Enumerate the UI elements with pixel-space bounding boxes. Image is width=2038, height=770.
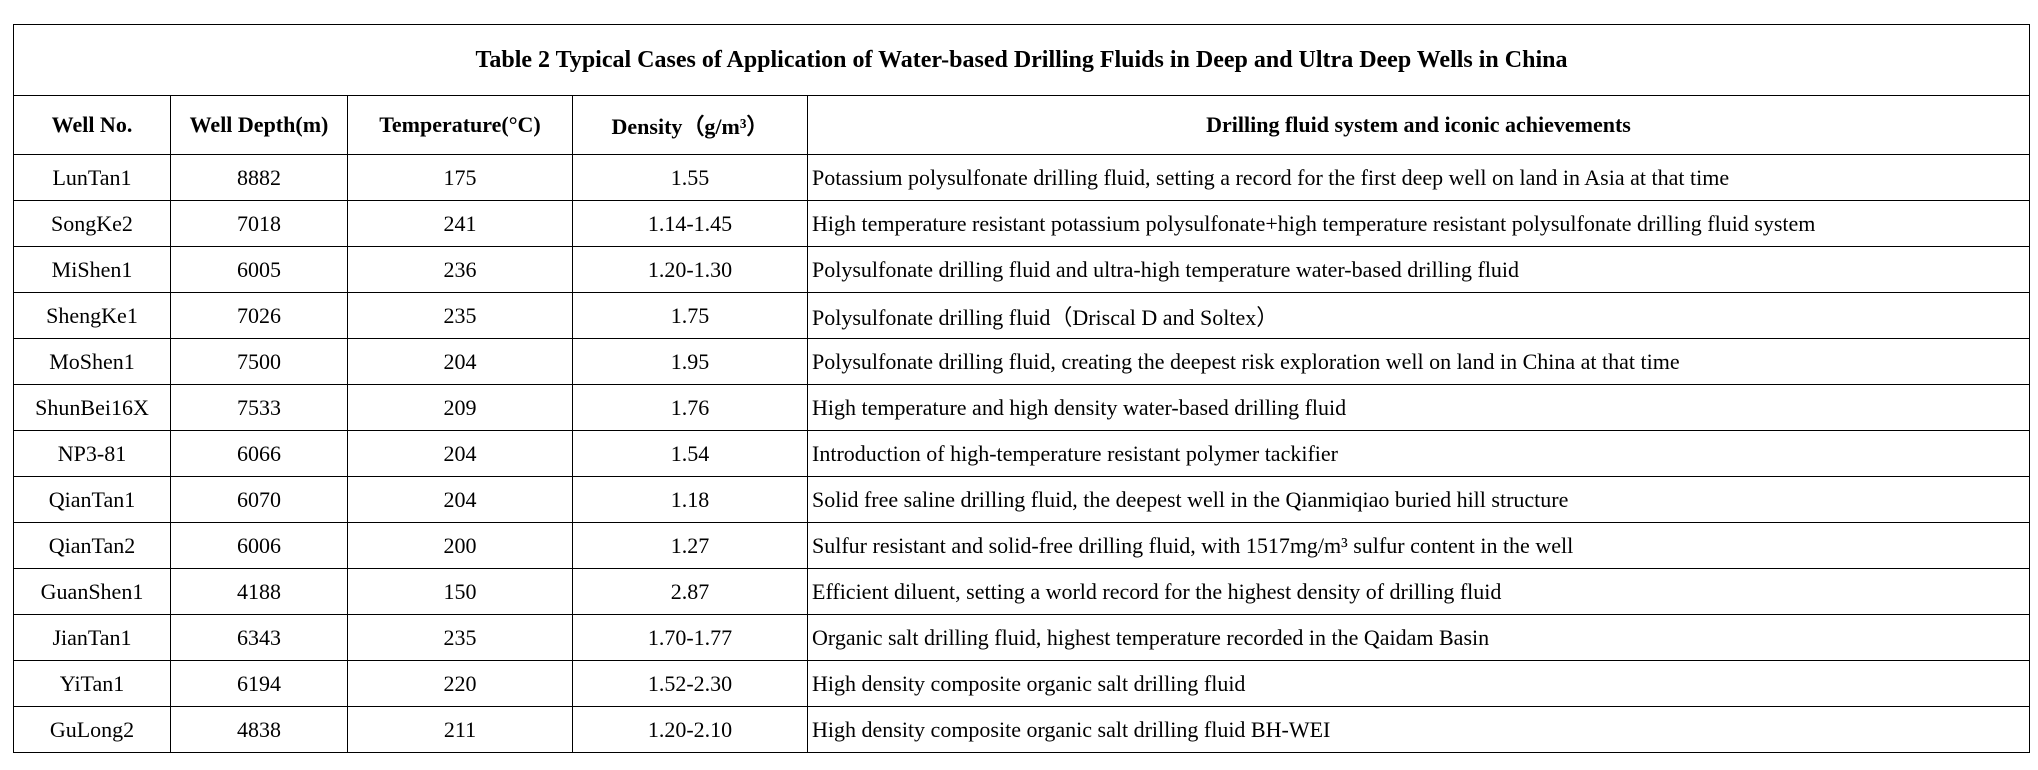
header-achievements: Drilling fluid system and iconic achieve… xyxy=(806,95,2031,155)
table-row: JianTan1 6343 235 1.70-1.77 Organic salt dri… xyxy=(13,614,2031,661)
cell-well-depth: 7018 xyxy=(170,200,348,247)
cell-temperature: 175 xyxy=(347,154,573,201)
cell-density: 1.20-2.10 xyxy=(572,706,808,753)
cell-density: 2.87 xyxy=(572,568,808,615)
cell-well-no: MoShen1 xyxy=(13,338,171,385)
cell-achievements: Introduction of high-temperature resista… xyxy=(806,430,2031,477)
header-well-depth: Well Depth(m) xyxy=(170,95,348,155)
cell-temperature: 235 xyxy=(347,292,573,339)
cell-well-depth: 6005 xyxy=(170,246,348,293)
cell-density: 1.75 xyxy=(572,292,808,339)
cell-well-depth: 7500 xyxy=(170,338,348,385)
header-well-no: Well No. xyxy=(13,95,171,155)
cell-achievements: Sulfur resistant and solid-free drilling… xyxy=(806,522,2031,569)
cell-density: 1.18 xyxy=(572,476,808,523)
cell-temperature: 209 xyxy=(347,384,573,431)
table-body: LunTan1 8882 175 1.55 Potassium polysulfonat… xyxy=(13,154,2031,753)
cell-well-no: QianTan2 xyxy=(13,522,171,569)
cell-well-no: YiTan1 xyxy=(13,660,171,707)
table-row: SongKe2 7018 241 1.14-1.45 High temperature … xyxy=(13,200,2031,247)
cell-density: 1.52-2.30 xyxy=(572,660,808,707)
data-table: Table 2 Typical Cases of Application of … xyxy=(12,24,2031,753)
cell-density: 1.20-1.30 xyxy=(572,246,808,293)
header-row: Well No. Well Depth(m) Temperature(°C) D… xyxy=(13,95,2031,155)
cell-well-depth: 4838 xyxy=(170,706,348,753)
cell-achievements: High density composite organic salt dril… xyxy=(806,706,2031,753)
header-density: Density（g/m³） xyxy=(572,95,808,155)
table-title: Table 2 Typical Cases of Application of … xyxy=(12,24,2031,96)
cell-achievements: High temperature resistant potassium pol… xyxy=(806,200,2031,247)
cell-achievements: High density composite organic salt dril… xyxy=(806,660,2031,707)
header-temperature: Temperature(°C) xyxy=(347,95,573,155)
cell-density: 1.55 xyxy=(572,154,808,201)
table-container: Table 2 Typical Cases of Application of … xyxy=(12,24,2031,753)
table-row: ShengKe1 7026 235 1.75 Polysulfonate drillin… xyxy=(13,292,2031,339)
cell-well-no: NP3-81 xyxy=(13,430,171,477)
cell-density: 1.95 xyxy=(572,338,808,385)
cell-temperature: 235 xyxy=(347,614,573,661)
cell-well-no: ShunBei16X xyxy=(13,384,171,431)
table-row: ShunBei16X 7533 209 1.76 High temperature an… xyxy=(13,384,2031,431)
cell-well-depth: 6343 xyxy=(170,614,348,661)
cell-density: 1.70-1.77 xyxy=(572,614,808,661)
cell-well-depth: 8882 xyxy=(170,154,348,201)
cell-well-depth: 6006 xyxy=(170,522,348,569)
cell-well-depth: 6066 xyxy=(170,430,348,477)
cell-achievements: Organic salt drilling fluid, highest tem… xyxy=(806,614,2031,661)
cell-well-depth: 6070 xyxy=(170,476,348,523)
table-row: MiShen1 6005 236 1.20-1.30 Polysulfonate dri… xyxy=(13,246,2031,293)
cell-achievements: Polysulfonate drilling fluid and ultra-h… xyxy=(806,246,2031,293)
cell-density: 1.27 xyxy=(572,522,808,569)
cell-temperature: 236 xyxy=(347,246,573,293)
cell-well-no: GuanShen1 xyxy=(13,568,171,615)
cell-well-no: GuLong2 xyxy=(13,706,171,753)
table-row: QianTan1 6070 204 1.18 Solid free saline dri… xyxy=(13,476,2031,523)
cell-density: 1.76 xyxy=(572,384,808,431)
table-row: YiTan1 6194 220 1.52-2.30 High density compo… xyxy=(13,660,2031,707)
cell-well-no: JianTan1 xyxy=(13,614,171,661)
cell-density: 1.54 xyxy=(572,430,808,477)
cell-temperature: 150 xyxy=(347,568,573,615)
cell-well-depth: 4188 xyxy=(170,568,348,615)
cell-well-depth: 6194 xyxy=(170,660,348,707)
cell-temperature: 204 xyxy=(347,430,573,477)
cell-achievements: Solid free saline drilling fluid, the de… xyxy=(806,476,2031,523)
table-row: NP3-81 6066 204 1.54 Introduction of high-te… xyxy=(13,430,2031,477)
cell-achievements: Polysulfonate drilling fluid（Driscal D a… xyxy=(806,292,2031,339)
cell-well-no: ShengKe1 xyxy=(13,292,171,339)
cell-temperature: 204 xyxy=(347,476,573,523)
table-row: QianTan2 6006 200 1.27 Sulfur resistant and … xyxy=(13,522,2031,569)
cell-temperature: 220 xyxy=(347,660,573,707)
cell-well-no: SongKe2 xyxy=(13,200,171,247)
cell-well-no: LunTan1 xyxy=(13,154,171,201)
cell-well-no: MiShen1 xyxy=(13,246,171,293)
cell-temperature: 211 xyxy=(347,706,573,753)
table-row: LunTan1 8882 175 1.55 Potassium polysulfonat… xyxy=(13,154,2031,201)
cell-temperature: 241 xyxy=(347,200,573,247)
cell-achievements: Polysulfonate drilling fluid, creating t… xyxy=(806,338,2031,385)
table-row: MoShen1 7500 204 1.95 Polysulfonate drilling… xyxy=(13,338,2031,385)
cell-well-no: QianTan1 xyxy=(13,476,171,523)
cell-achievements: Potassium polysulfonate drilling fluid, … xyxy=(806,154,2031,201)
cell-density: 1.14-1.45 xyxy=(572,200,808,247)
table-row: GuLong2 4838 211 1.20-2.10 High density comp… xyxy=(13,706,2031,753)
cell-temperature: 204 xyxy=(347,338,573,385)
cell-well-depth: 7026 xyxy=(170,292,348,339)
cell-achievements: Efficient diluent, setting a world recor… xyxy=(806,568,2031,615)
table-row: GuanShen1 4188 150 2.87 Efficient diluent, s… xyxy=(13,568,2031,615)
cell-achievements: High temperature and high density water-… xyxy=(806,384,2031,431)
cell-temperature: 200 xyxy=(347,522,573,569)
cell-well-depth: 7533 xyxy=(170,384,348,431)
